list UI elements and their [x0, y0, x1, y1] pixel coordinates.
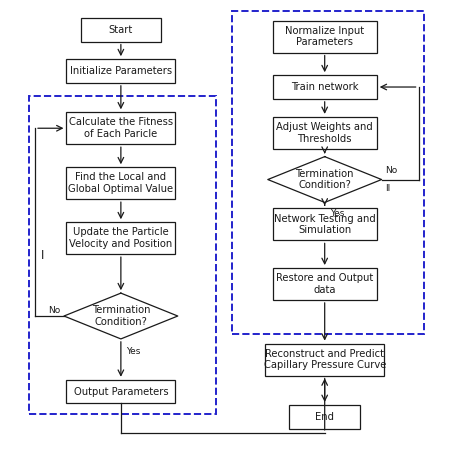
Text: Yes: Yes	[330, 209, 345, 218]
Text: Update the Particle
Velocity and Position: Update the Particle Velocity and Positio…	[69, 227, 173, 249]
Text: Calculate the Fitness
of Each Paricle: Calculate the Fitness of Each Paricle	[69, 117, 173, 139]
Text: Find the Local and
Global Optimal Value: Find the Local and Global Optimal Value	[68, 172, 173, 194]
Text: Termination
Condition?: Termination Condition?	[295, 169, 354, 191]
Text: Train network: Train network	[291, 82, 358, 92]
Bar	[66, 222, 175, 254]
Bar	[29, 96, 216, 414]
Bar	[289, 405, 360, 429]
Text: End: End	[315, 412, 334, 422]
Polygon shape	[268, 157, 382, 202]
Text: No: No	[48, 306, 60, 315]
Bar	[232, 11, 424, 334]
Bar	[273, 208, 377, 240]
Text: I: I	[41, 249, 45, 262]
Text: Network Testing and
Simulation: Network Testing and Simulation	[274, 213, 375, 235]
Text: II: II	[385, 184, 391, 193]
Bar	[273, 21, 377, 53]
Text: Yes: Yes	[127, 347, 141, 356]
Bar	[66, 380, 175, 403]
Text: Adjust Weights and
Thresholds: Adjust Weights and Thresholds	[276, 122, 373, 144]
Bar	[66, 167, 175, 199]
Text: Reconstruct and Predict
Capillary Pressure Curve: Reconstruct and Predict Capillary Pressu…	[264, 349, 386, 371]
Text: Termination
Condition?: Termination Condition?	[91, 305, 150, 327]
Text: Output Parameters: Output Parameters	[73, 387, 168, 397]
Bar	[265, 344, 384, 376]
Bar	[273, 75, 377, 99]
Text: Normalize Input
Parameters: Normalize Input Parameters	[285, 26, 364, 48]
Polygon shape	[64, 293, 178, 339]
Text: Start: Start	[109, 25, 133, 35]
Bar	[66, 112, 175, 144]
Bar	[81, 18, 161, 42]
Text: Restore and Output
data: Restore and Output data	[276, 273, 374, 295]
Text: No: No	[385, 166, 398, 175]
Text: Initialize Parameters: Initialize Parameters	[70, 66, 172, 76]
Bar	[66, 59, 175, 83]
Bar	[273, 268, 377, 300]
Bar	[273, 117, 377, 149]
